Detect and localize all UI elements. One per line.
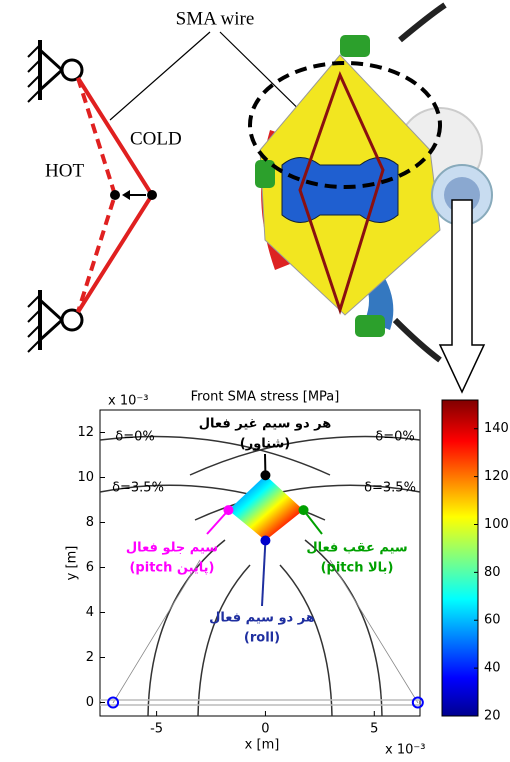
point <box>261 471 269 479</box>
colorbar-tick-label: 60 <box>484 613 501 628</box>
colorbar-tick-label: 120 <box>484 469 509 484</box>
y-axis-label: y [m] <box>65 546 80 581</box>
colorbar-tick-label: 20 <box>484 709 501 724</box>
point <box>261 537 269 545</box>
y-tick-label: 10 <box>77 470 94 485</box>
annotation: (pitch پایین) <box>129 561 214 576</box>
x-tick-label: 0 <box>261 722 269 737</box>
x-tick-label: -5 <box>150 722 163 737</box>
curve-label: δ=3.5% <box>112 481 164 496</box>
x-multiplier: x 10⁻³ <box>385 743 425 758</box>
y-tick-label: 8 <box>86 515 94 530</box>
curve-label: δ=0% <box>115 430 154 445</box>
annotation: هر دو سیم غیر فعال <box>199 417 332 432</box>
x-tick-label: 5 <box>370 722 378 737</box>
annotation: (pitch بالا) <box>321 561 394 576</box>
y-tick-label: 2 <box>86 650 94 665</box>
y-tick-label: 6 <box>86 560 94 575</box>
y-tick-label: 0 <box>86 695 94 710</box>
colorbar <box>442 400 478 716</box>
y-tick-label: 4 <box>86 605 94 620</box>
curve-label: δ=0% <box>375 430 414 445</box>
robot <box>250 5 492 392</box>
point <box>300 506 308 514</box>
wire-label: SMA wire <box>176 8 255 29</box>
curve-label: δ=3.5% <box>364 481 416 496</box>
colorbar-tick-label: 100 <box>484 517 509 532</box>
annotation: سیم جلو فعال <box>126 541 218 556</box>
annotation: سیم عقب فعال <box>306 541 407 556</box>
colorbar-tick-label: 140 <box>484 421 509 436</box>
colorbar-tick-label: 80 <box>484 565 501 580</box>
chart-title: Front SMA stress [MPa] <box>191 390 340 405</box>
point <box>224 506 232 514</box>
y-tick-label: 12 <box>77 425 94 440</box>
colorbar-tick-label: 40 <box>484 661 501 676</box>
cold-label: COLD <box>130 128 182 149</box>
y-multiplier: x 10⁻³ <box>108 394 148 409</box>
annotation: (roll) <box>244 631 280 646</box>
x-axis-label: x [m] <box>245 738 280 753</box>
hot-label: HOT <box>45 160 84 181</box>
annotation: هر دو سیم فعال <box>209 611 315 626</box>
annotation: (شناور) <box>240 437 290 452</box>
figure: SMA wire COLD HOT Front SMA stress [MPa]… <box>0 0 510 762</box>
